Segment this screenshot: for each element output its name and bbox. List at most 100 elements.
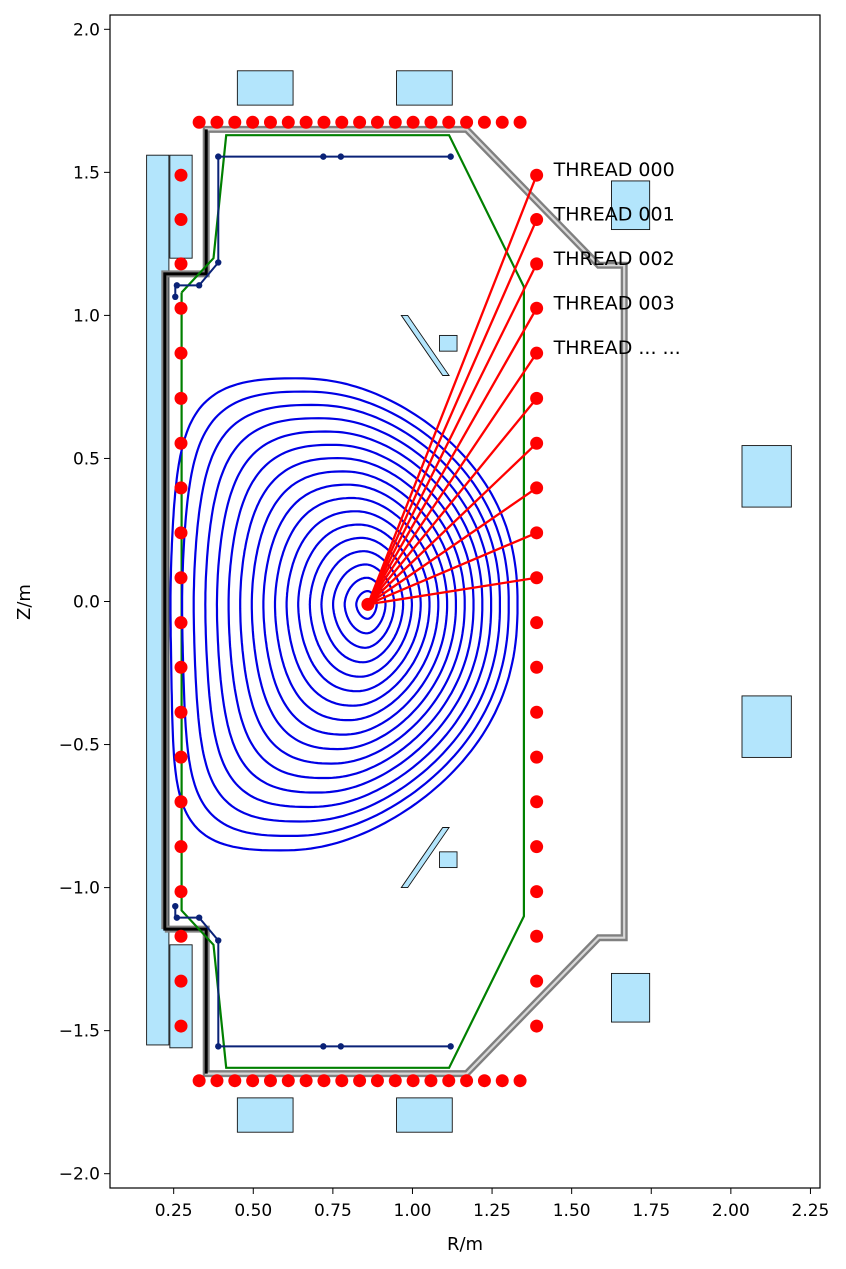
- coil-4: [396, 70, 453, 106]
- sensor-bottom-15: [460, 1074, 474, 1088]
- sensor-inner-4: [174, 346, 188, 360]
- sensor-top-9: [353, 115, 367, 129]
- sightline-6: [367, 442, 538, 606]
- y-tick-label-4: 0.0: [73, 593, 100, 613]
- plot-area: THREAD 000 THREAD 001 THREAD 002 THREAD 003…: [146, 70, 792, 1133]
- sightline-1: [366, 219, 538, 605]
- thread-label-1: THREAD 001: [553, 204, 675, 226]
- sensor-bottom-6: [299, 1074, 313, 1088]
- sensor-inner-9: [174, 571, 188, 585]
- flux-surface-17: [169, 377, 519, 852]
- sensor-outer-17: [530, 929, 544, 943]
- flux-surface-4: [320, 550, 405, 664]
- sensor-inner-10: [174, 616, 188, 630]
- flux-surface-5: [308, 536, 413, 678]
- sensor-top-18: [513, 115, 527, 129]
- flux-surface-7: [285, 510, 431, 707]
- y-tick-label-1: 1.5: [73, 163, 100, 183]
- sensor-bottom-10: [370, 1074, 384, 1088]
- sensor-bottom-12: [406, 1074, 420, 1088]
- x-tick-label-1: 0.50: [234, 1201, 272, 1221]
- sensor-inner-15: [174, 840, 188, 854]
- sensor-top-14: [442, 115, 456, 129]
- sensor-bottom-5: [281, 1074, 295, 1088]
- divertor-point-13: [320, 1043, 327, 1050]
- divertor-point-0: [172, 293, 179, 301]
- sensor-bottom-0: [192, 1074, 206, 1088]
- y-axis-label: Z/m: [14, 584, 35, 620]
- coil-10: [741, 695, 792, 758]
- sensor-inner-19: [174, 1019, 188, 1033]
- divertor-point-12: [215, 1043, 222, 1050]
- limiter-contour: [180, 134, 526, 1069]
- axis-ticks: 0.25 0.50 0.75 1.00 1.25 1.50 1.75 2.00 2.25 2.0 1…: [59, 20, 830, 1221]
- flux-surface-16: [181, 390, 510, 837]
- coil-8: [611, 972, 651, 1023]
- x-tick-label-8: 2.25: [792, 1201, 830, 1221]
- coil-5: [236, 1097, 294, 1133]
- divertor-point-6: [337, 153, 345, 160]
- x-tick-label-7: 2.00: [712, 1201, 750, 1221]
- sensor-outer-11: [530, 660, 544, 674]
- sensor-bottom-3: [246, 1074, 260, 1088]
- baffle-1: [400, 827, 450, 889]
- sightline-7: [367, 486, 538, 606]
- sensor-top-7: [317, 115, 331, 129]
- flux-surface-13: [215, 430, 484, 794]
- y-tick-label-8: −2.0: [59, 1165, 100, 1185]
- sensor-top-6: [299, 115, 313, 129]
- sensor-inner-5: [174, 391, 188, 405]
- sensor-bottom-1: [210, 1074, 224, 1088]
- sensor-top-4: [263, 115, 277, 129]
- divertor-point-8: [172, 902, 179, 910]
- sensor-top-16: [477, 115, 491, 129]
- sensor-top-12: [406, 115, 420, 129]
- thread-label-4: THREAD ... ...: [553, 337, 681, 359]
- sensor-inner-3: [174, 301, 188, 315]
- flux-surface-10: [250, 470, 457, 751]
- divertor-point-14: [337, 1043, 345, 1050]
- y-tick-label-3: 0.5: [73, 449, 100, 469]
- sightline-4: [366, 352, 538, 606]
- x-tick-label-6: 1.75: [632, 1201, 670, 1221]
- flux-surface-11: [239, 456, 466, 765]
- coil-6: [396, 1097, 453, 1133]
- baffle-0: [400, 314, 450, 376]
- sensor-bottom-17: [495, 1074, 509, 1088]
- coil-12: [439, 851, 458, 869]
- sightline-0: [366, 174, 538, 605]
- sightline-5: [367, 397, 538, 606]
- divertor-point-15: [447, 1043, 454, 1050]
- sensor-outer-12: [530, 705, 544, 719]
- sensor-inner-14: [174, 795, 188, 809]
- sensor-top-10: [370, 115, 384, 129]
- y-tick-label-0: 2.0: [73, 20, 100, 40]
- sensor-outer-19: [530, 1019, 544, 1033]
- sightline-8: [367, 531, 538, 606]
- flux-surface-12: [227, 443, 475, 780]
- flux-surface-3: [332, 563, 396, 649]
- sensor-outer-13: [530, 750, 544, 764]
- sensor-inner-7: [174, 481, 188, 495]
- sensor-bottom-16: [477, 1074, 491, 1088]
- x-tick-label-0: 0.25: [155, 1201, 193, 1221]
- y-tick-label-5: −0.5: [59, 736, 100, 756]
- sensor-bottom-7: [317, 1074, 331, 1088]
- divertor-point-10: [195, 914, 203, 921]
- y-tick-label-6: −1.0: [59, 879, 100, 899]
- thread-label-2: THREAD 002: [553, 248, 675, 270]
- magnetic-axis-marker: [361, 597, 375, 611]
- sensor-inner-16: [174, 885, 188, 899]
- sensor-top-0: [192, 115, 206, 129]
- divertor-point-1: [173, 282, 181, 289]
- x-axis-label: R/m: [447, 1234, 483, 1255]
- sensor-top-1: [210, 115, 224, 129]
- sightline-2: [366, 263, 538, 605]
- flux-surface-9: [262, 483, 449, 736]
- flux-surface-14: [204, 417, 493, 809]
- sensor-bottom-14: [442, 1074, 456, 1088]
- sensor-outer-16: [530, 885, 544, 899]
- sensor-top-5: [281, 115, 295, 129]
- coil-11: [439, 334, 458, 352]
